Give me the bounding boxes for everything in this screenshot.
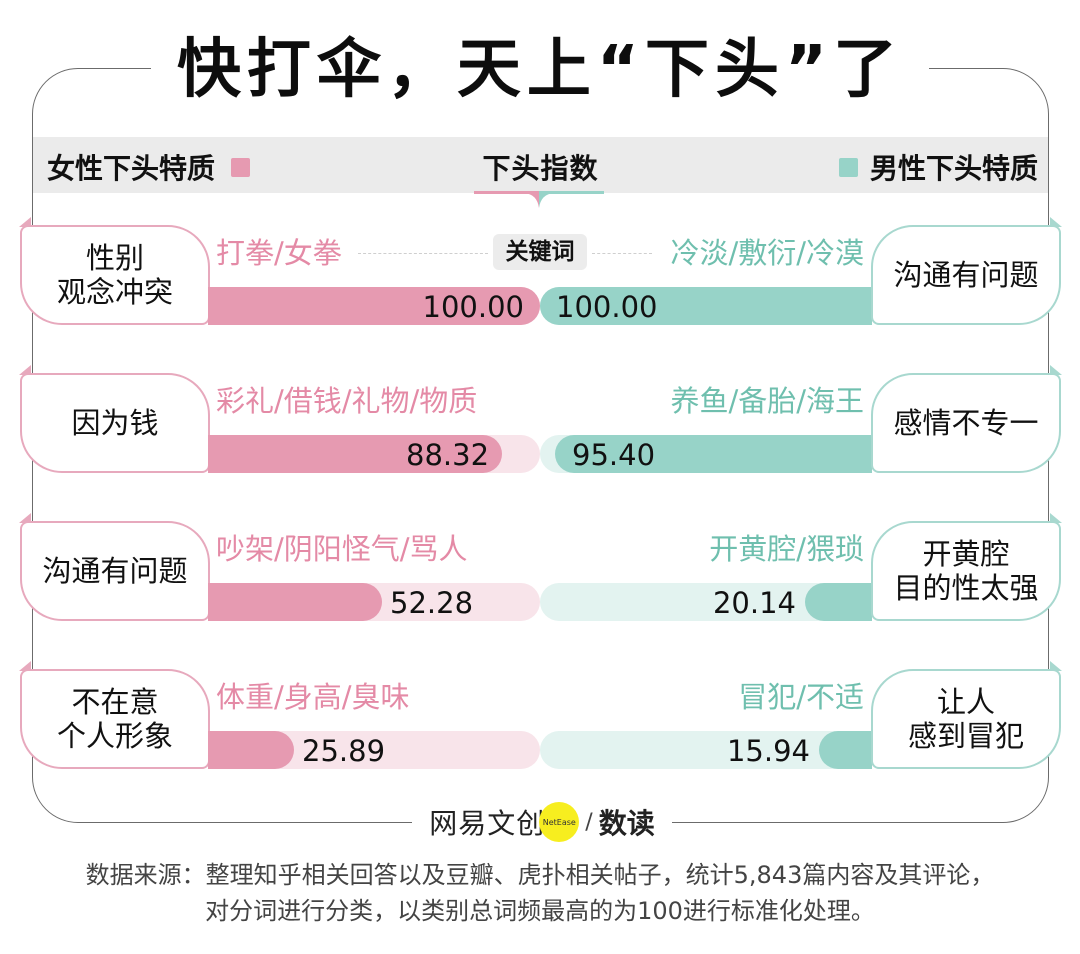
chart-row: 性别 观念冲突 打拳/女拳 关键词 冷淡/敷衍/冷漠 100.00 100.00… xyxy=(0,217,1080,325)
male-value: 95.40 xyxy=(572,438,656,472)
male-bar-track: 95.40 xyxy=(540,435,872,473)
male-value: 100.00 xyxy=(556,290,658,324)
female-category-card: 性别 观念冲突 xyxy=(19,217,210,325)
chart-row: 因为钱 彩礼/借钱/礼物/物质 养鱼/备胎/海王 88.32 95.40 感情不… xyxy=(0,365,1080,473)
brand-logo-badge: NetEase xyxy=(542,817,576,827)
legend-male: 男性下头特质 xyxy=(838,147,1038,187)
female-category-card: 不在意 个人形象 xyxy=(19,661,210,769)
female-keywords: 吵架/阴阳怪气/骂人 xyxy=(216,532,468,566)
male-category-card: 让人 感到冒犯 xyxy=(871,661,1062,769)
female-bar xyxy=(208,435,502,473)
female-value: 100.00 xyxy=(422,290,524,324)
female-bar xyxy=(208,583,382,621)
female-keywords: 打拳/女拳 xyxy=(216,236,342,270)
netease-dot-icon: NetEase xyxy=(539,802,580,842)
male-value: 15.94 xyxy=(726,734,810,768)
female-keywords: 体重/身高/臭味 xyxy=(216,680,410,714)
legend-female: 女性下头特质 xyxy=(47,147,251,187)
male-category-card: 开黄腔 目的性太强 xyxy=(871,513,1062,621)
male-bar xyxy=(540,287,872,325)
female-value: 52.28 xyxy=(390,586,474,620)
female-bar-track: 25.89 xyxy=(208,731,540,769)
male-keywords: 开黄腔/猥琐 xyxy=(709,532,864,566)
male-category-card: 沟通有问题 xyxy=(871,217,1062,325)
chart-row: 沟通有问题 吵架/阴阳怪气/骂人 开黄腔/猥琐 52.28 20.14 开黄腔 … xyxy=(0,513,1080,621)
male-category-card: 感情不专一 xyxy=(871,365,1062,473)
keyword-leader-line xyxy=(592,253,652,254)
male-bar-track: 15.94 xyxy=(540,731,872,769)
index-pointer-icon xyxy=(474,191,604,208)
male-bar xyxy=(819,731,872,769)
male-keywords: 养鱼/备胎/海王 xyxy=(670,384,864,418)
legend-male-label: 男性下头特质 xyxy=(869,152,1038,185)
source-note-line1: 数据来源：整理知乎相关回答以及豆瓣、虎扑相关帖子，统计5,843篇内容及其评论， xyxy=(85,861,995,889)
male-bar xyxy=(805,583,872,621)
female-bar-track: 88.32 xyxy=(208,435,540,473)
keyword-leader-line xyxy=(358,253,488,254)
male-keywords: 冷淡/敷衍/冷漠 xyxy=(670,236,864,270)
female-value: 25.89 xyxy=(302,734,386,768)
brand-logo-sub: 数读 xyxy=(598,807,655,840)
male-keywords: 冒犯/不适 xyxy=(738,680,864,714)
chart-title-text: 快打伞，天上“下头”了 xyxy=(150,30,930,110)
female-bar-track: 100.00 xyxy=(208,287,540,325)
male-value: 20.14 xyxy=(712,586,796,620)
male-bar-track: 20.14 xyxy=(540,583,872,621)
legend-header: 女性下头特质 下头指数 男性下头特质 xyxy=(33,137,1048,193)
female-bar xyxy=(208,287,540,325)
female-category-card: 因为钱 xyxy=(19,365,210,473)
keyword-badge: 关键词 xyxy=(493,234,587,270)
female-bar-track: 52.28 xyxy=(208,583,540,621)
female-category-card: 沟通有问题 xyxy=(19,513,210,621)
brand-logo-slash: / xyxy=(585,809,593,835)
female-value: 88.32 xyxy=(406,438,490,472)
chart-title: 快打伞，天上“下头”了 xyxy=(0,30,1080,110)
index-axis-label: 下头指数 xyxy=(482,152,599,185)
chart-row: 不在意 个人形象 体重/身高/臭味 冒犯/不适 25.89 15.94 让人 感… xyxy=(0,661,1080,769)
brand-logo-main: 网易文创 xyxy=(429,807,546,840)
female-swatch-icon xyxy=(231,157,251,177)
male-bar xyxy=(555,435,872,473)
male-bar-track: 100.00 xyxy=(540,287,872,325)
female-bar xyxy=(208,731,294,769)
brand-logo: 网易文创 NetEase / 数读 xyxy=(412,798,672,846)
male-swatch-icon xyxy=(838,157,858,177)
female-keywords: 彩礼/借钱/礼物/物质 xyxy=(216,384,478,418)
source-note-line2: 对分词进行分类，以类别总词频最高的为100进行标准化处理。 xyxy=(205,897,875,925)
legend-female-label: 女性下头特质 xyxy=(47,152,216,185)
